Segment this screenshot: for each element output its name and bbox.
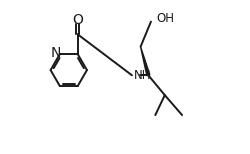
Text: N: N [51,46,61,60]
Polygon shape [140,47,150,76]
Text: O: O [72,13,83,27]
Text: OH: OH [156,12,174,25]
Text: NH: NH [134,69,152,82]
